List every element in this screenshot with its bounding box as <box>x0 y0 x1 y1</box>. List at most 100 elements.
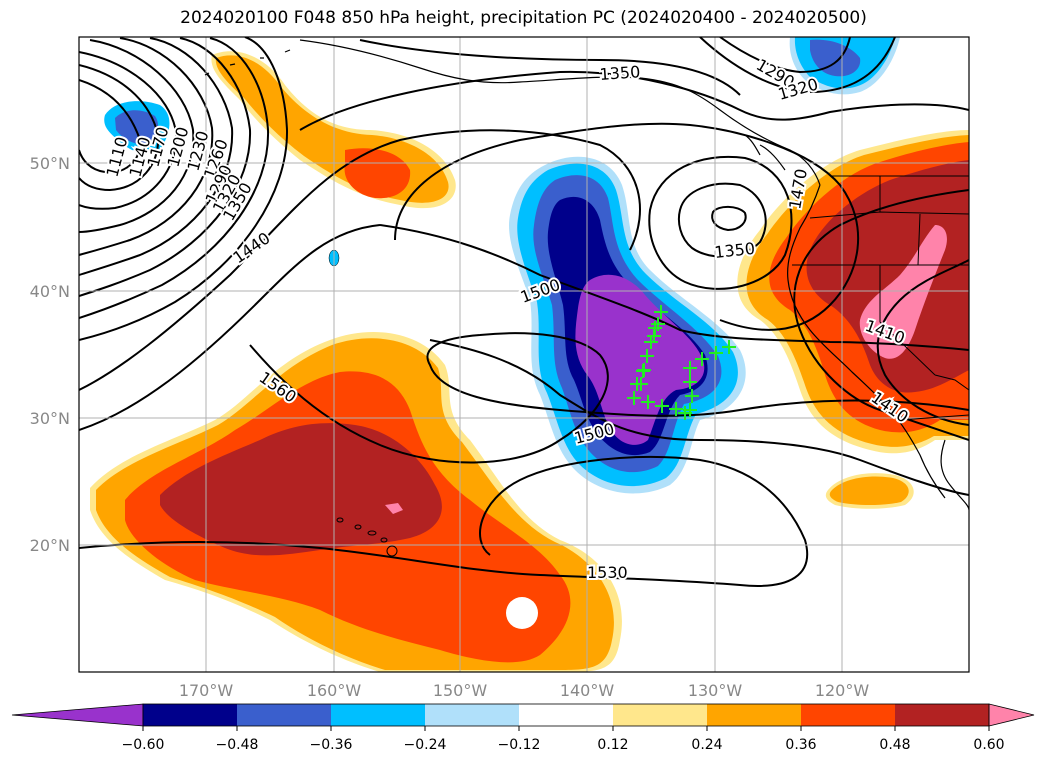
contour-1500-s <box>429 339 969 496</box>
contour-1410-w <box>876 259 969 426</box>
plus-marker <box>683 361 697 375</box>
plus-marker <box>683 375 697 389</box>
contour-1110 <box>79 79 142 174</box>
plus-marker <box>669 402 683 416</box>
coastline-aleutians <box>204 49 291 76</box>
lat-label-50n: 50°N <box>30 154 70 173</box>
coastlines <box>204 39 969 511</box>
border-az <box>934 374 969 391</box>
coastline-gulf-islands <box>744 134 786 171</box>
island-kauai <box>336 517 344 523</box>
contour-1500-main <box>379 224 969 351</box>
lon-label-140w: 140°W <box>560 681 615 700</box>
precip-region-hawaii-060 <box>385 503 403 514</box>
map-title: 2024020100 F048 850 hPa height, precipit… <box>180 8 867 28</box>
graticule <box>79 37 969 672</box>
colorbar-segment <box>331 704 426 726</box>
lon-label-160w: 160°W <box>307 681 362 700</box>
contour-1530 <box>79 455 809 587</box>
island-molokai <box>367 530 377 536</box>
contour-ne-upper <box>299 70 969 131</box>
state-borders <box>792 175 969 421</box>
coastline-west-coast <box>787 184 946 499</box>
plus-marker <box>641 395 655 409</box>
island-maui <box>380 537 388 543</box>
precip-region-ne-blue-036 <box>810 39 861 77</box>
plus-marker <box>722 340 736 354</box>
contour-label-group: 1350 1290 1320 1110 1140 1170 1200 1230 … <box>101 53 914 584</box>
contour-1380-ne <box>648 155 793 290</box>
plus-marker <box>627 391 641 405</box>
contour-1320-ne <box>699 37 896 94</box>
contour-1230 <box>79 37 214 256</box>
map-frame <box>78 36 970 673</box>
colorbar-tick-label: −0.60 <box>122 737 165 753</box>
precip-region-west-us-048 <box>806 160 969 393</box>
colorbar-segment <box>237 704 332 726</box>
marker-group <box>627 305 736 420</box>
island-hawaii <box>386 545 398 557</box>
contour-1320-w <box>79 37 270 319</box>
contour-1350-w <box>79 37 289 341</box>
contour-label-1350-n: 1350 <box>599 62 641 84</box>
colorbar-segments <box>11 703 1035 727</box>
contour-label-1350-ne: 1350 <box>713 239 755 262</box>
plus-marker <box>709 346 723 360</box>
colorbar-tick-label: 0.36 <box>785 737 816 753</box>
lon-label-150w: 150°W <box>433 681 488 700</box>
coastline-baja <box>940 439 969 511</box>
precip-region-nw-blue-036 <box>115 110 159 145</box>
plus-marker <box>640 349 654 363</box>
colorbar-segment <box>895 704 990 726</box>
plus-marker <box>685 389 699 403</box>
border-id <box>879 176 921 266</box>
colorbar-tick-label: 0.60 <box>973 737 1004 753</box>
colorbar-extend-max <box>988 703 1035 727</box>
contour-1290-w <box>79 37 252 297</box>
lon-axis-labels: 170°W 160°W 150°W 140°W 130°W 120°W <box>179 681 870 700</box>
colorbar-tick-label: −0.36 <box>310 737 353 753</box>
colorbar-tick-label: −0.48 <box>216 737 259 753</box>
contour-1410-ne <box>394 122 860 331</box>
lat-label-40n: 40°N <box>30 282 70 301</box>
contour-label-1530: 1530 <box>587 563 628 582</box>
contour-1560 <box>249 332 969 464</box>
plus-marker <box>647 329 661 343</box>
plus-marker <box>654 305 668 319</box>
plus-marker <box>644 335 658 349</box>
colorbar-segment <box>519 704 614 726</box>
border-mexico <box>899 414 969 421</box>
contour-ne-upper2 <box>359 39 741 96</box>
map-panel: 1350 1290 1320 1110 1140 1170 1200 1230 … <box>78 36 970 673</box>
contour-1260 <box>79 37 234 276</box>
island-oahu <box>354 524 362 530</box>
hawaiian-islands <box>336 517 398 557</box>
contour-1440 <box>79 129 641 391</box>
colorbar-segment <box>613 704 708 726</box>
colorbar-tick-label: −0.24 <box>404 737 447 753</box>
precip-region-baja-024 <box>829 476 909 505</box>
border-ca-nv <box>879 265 936 376</box>
colorbar-tick-label: 0.48 <box>879 737 910 753</box>
colorbar-extend-min <box>11 703 144 727</box>
lat-label-20n: 20°N <box>30 536 70 555</box>
coastline-alaska <box>299 39 821 186</box>
height-contours <box>79 37 969 587</box>
contour-1200 <box>79 39 195 233</box>
precip-region-neg-060 <box>575 274 705 445</box>
plus-marker <box>695 352 709 366</box>
contour-1470-w <box>793 189 969 441</box>
plus-marker <box>630 377 644 391</box>
colorbar-segment <box>707 704 802 726</box>
precip-region-hawaii-048 <box>160 423 442 556</box>
precip-hole-hawaii <box>506 597 538 629</box>
lon-label-120w: 120°W <box>815 681 870 700</box>
contour-1170 <box>79 51 178 210</box>
colorbar-ticks: −0.60 −0.48 −0.36 −0.24 −0.12 0.12 0.24 0.36 0.4… <box>122 726 1005 753</box>
lat-label-30n: 30°N <box>30 409 70 428</box>
plus-marker <box>678 406 692 420</box>
lon-label-170w: 170°W <box>179 681 234 700</box>
plus-marker <box>637 363 651 377</box>
colorbar-segment <box>425 704 520 726</box>
